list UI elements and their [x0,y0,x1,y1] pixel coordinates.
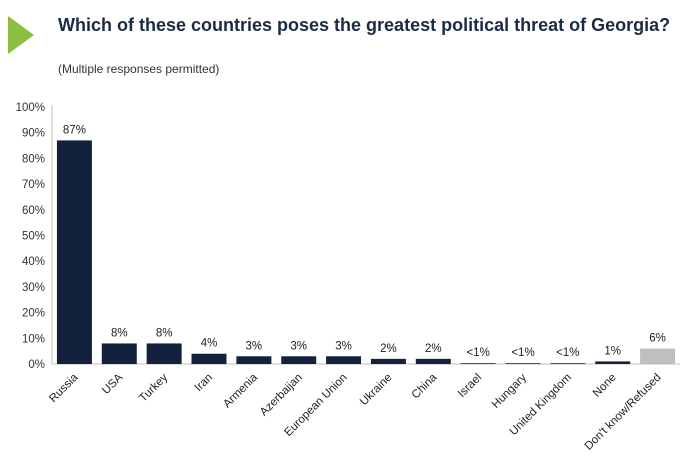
x-tick-label: Iran [193,372,216,395]
data-label: <1% [466,347,489,359]
data-label: 6% [649,333,666,345]
bar [550,363,586,364]
data-label: 2% [380,343,397,355]
data-label: 2% [425,343,442,355]
y-tick-label: 30% [22,282,45,294]
x-tick-label: Azerbaijan [258,372,305,419]
x-tick-label: Don't know/Refused [583,372,664,453]
bar [281,356,317,364]
data-label: 4% [201,338,218,350]
x-tick-label: None [591,372,619,400]
data-label: 3% [290,340,307,352]
data-label: <1% [556,347,579,359]
bar [236,356,272,364]
y-tick-label: 40% [22,256,45,268]
data-label: 8% [111,327,128,339]
y-tick-label: 60% [22,205,45,217]
bar [415,358,451,364]
x-tick-label: Hungary [490,371,529,410]
bar [505,363,541,364]
bar [595,361,631,364]
x-tick-label: USA [100,371,125,396]
bar [146,343,182,364]
bar [56,140,92,364]
data-label: 8% [156,327,173,339]
y-tick-label: 70% [22,179,45,191]
data-label: <1% [511,347,534,359]
y-tick-label: 20% [22,308,45,320]
x-tick-label: Israel [456,372,484,400]
data-label: 1% [604,345,621,357]
y-tick-label: 0% [28,359,45,371]
y-tick-label: 100% [16,102,45,114]
bar [370,358,406,364]
x-tick-label: Ukraine [358,372,395,409]
y-tick-label: 80% [22,153,45,165]
bar [101,343,137,364]
y-tick-label: 90% [22,128,45,140]
chart-subtitle: (Multiple responses permitted) [58,62,220,76]
bar [460,363,496,364]
bar [191,353,227,364]
accent-triangle-icon [8,16,34,54]
x-tick-label: China [410,371,440,401]
bar [326,356,362,364]
x-tick-label: Armenia [221,371,260,410]
x-tick-label: Russia [47,371,81,405]
y-tick-label: 50% [22,231,45,243]
chart-title: Which of these countries poses the great… [58,15,671,35]
data-label: 87% [63,124,86,136]
data-label: 3% [335,340,352,352]
x-tick-label: Turkey [137,371,170,404]
bar [640,348,676,364]
y-tick-label: 10% [22,333,45,345]
data-label: 3% [246,340,263,352]
